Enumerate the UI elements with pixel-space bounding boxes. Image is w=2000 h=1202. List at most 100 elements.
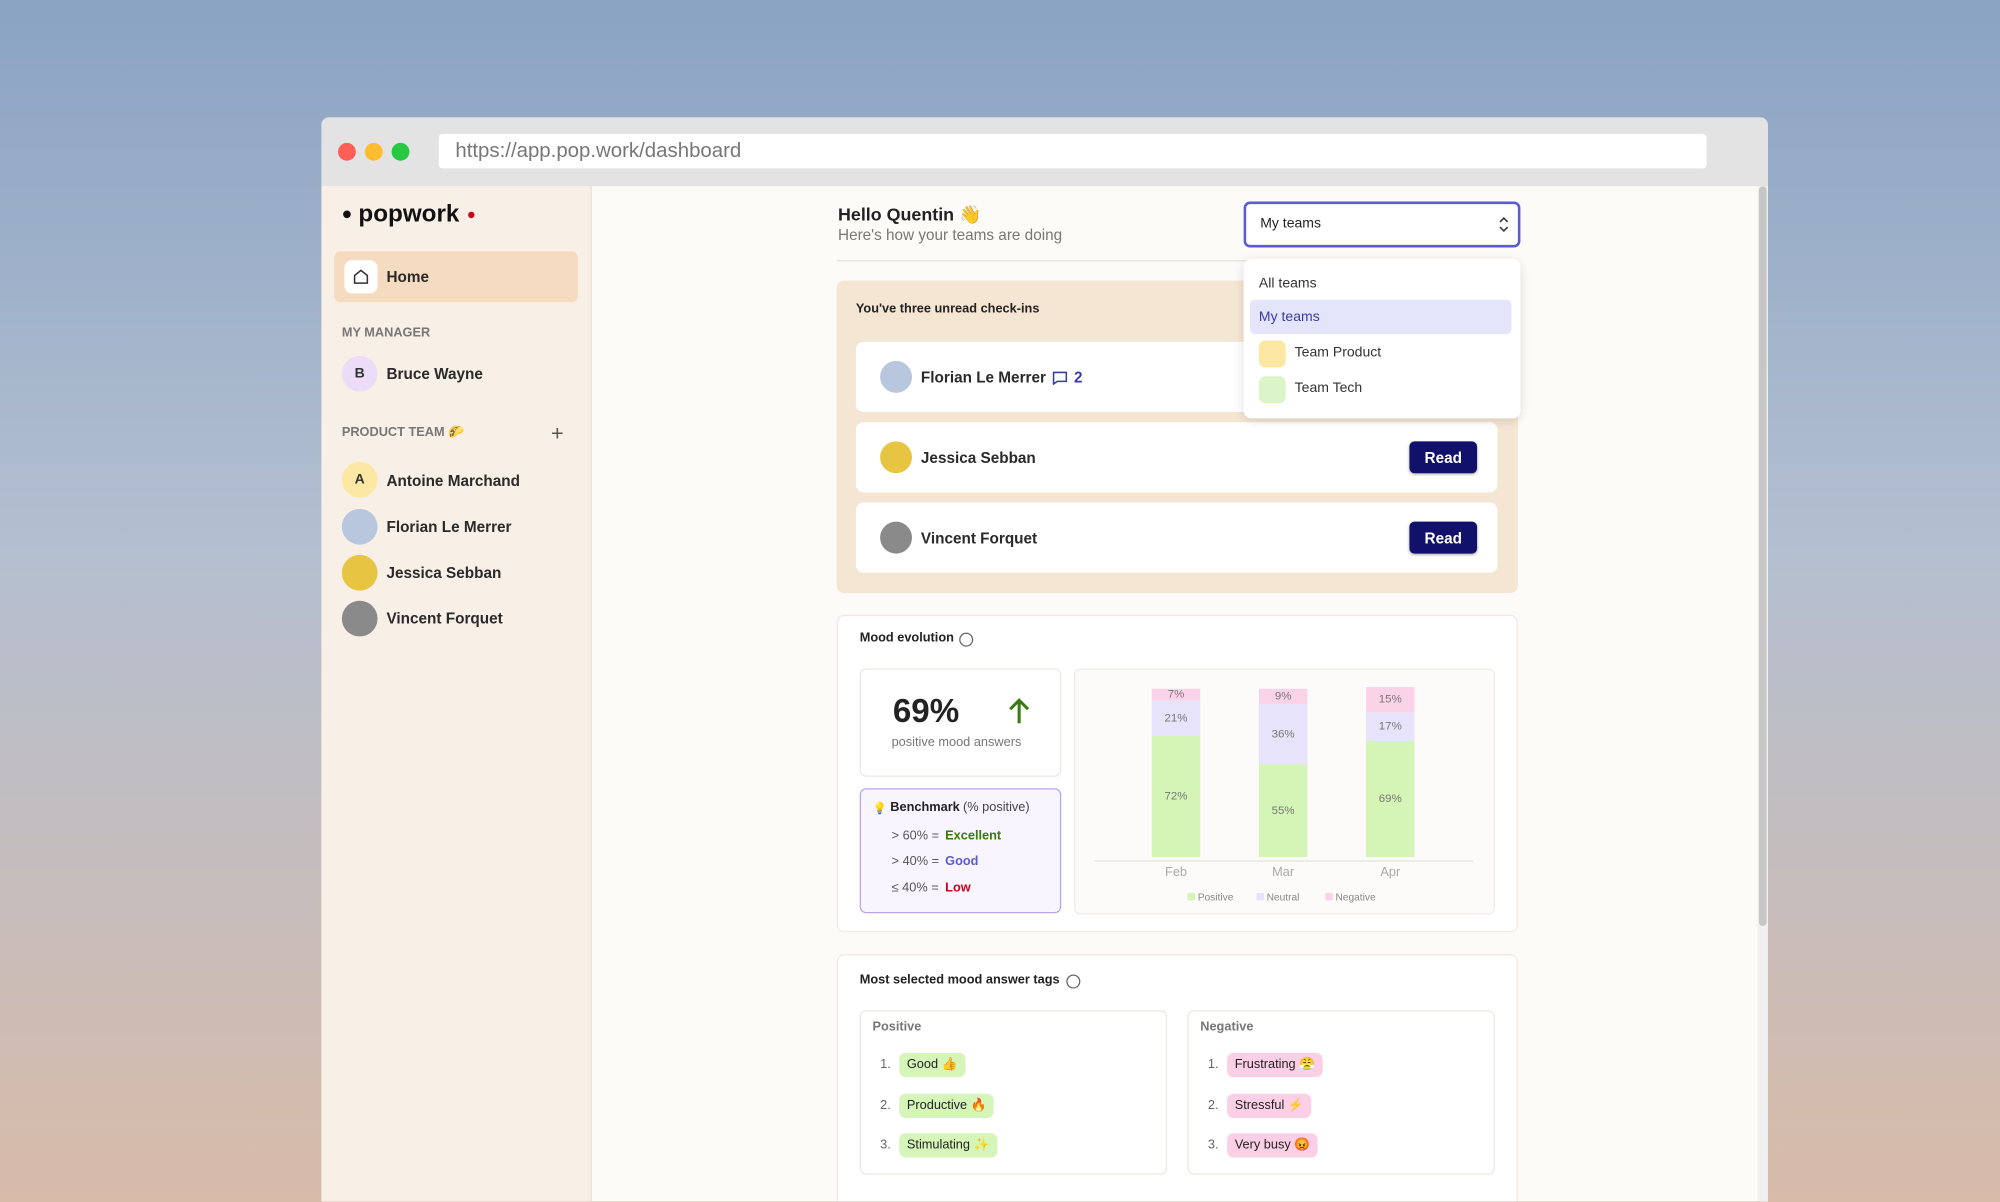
legend-label: Positive [1198,893,1234,904]
url-bar[interactable] [438,133,1707,169]
avatar-photo [880,441,912,474]
mood-chart: Feb 72% 21% 7% Mar 55% 36% 9% Apr 69% 17% 15% Positi… [1094,687,1474,904]
checkin-card[interactable] [855,502,1498,573]
bulb-icon: 💡 [872,801,887,815]
tag-pill: Frustrating 😤 [1227,1052,1323,1078]
read-button[interactable]: Read [1409,441,1478,474]
value-label: 17% [1379,721,1402,733]
benchmark-title: Benchmark [890,801,960,816]
minimize-button[interactable] [364,142,383,161]
legend-label: Negative [1335,893,1376,904]
avatar-photo [880,521,912,554]
home-glyph [353,269,369,284]
tag-pill: Productive 🔥 [899,1093,995,1118]
avatar: B [341,355,378,392]
url: https://app.pop.work/dashboard [455,140,742,162]
tag-box [1187,1010,1495,1175]
comment-count: 2 [1073,368,1083,387]
value-label: 15% [1379,694,1402,706]
subtitle: Here's how your teams are doing [838,225,1063,244]
tags-title: Most selected mood answer tags [859,973,1060,988]
bar-segment [1366,687,1415,713]
manager-name[interactable]: Bruce Wayne [386,364,483,383]
team-icon [1258,376,1286,404]
maximize-button[interactable] [391,142,410,161]
option-highlight[interactable] [1249,299,1512,335]
help-icon[interactable] [959,632,974,647]
close-button[interactable] [338,142,356,161]
tag-pill: Good 👍 [899,1052,966,1078]
avatar-photo [880,360,912,393]
x-tick-label: Mar [1272,864,1295,879]
avatar: A [341,461,378,498]
legend-swatch [1325,892,1333,901]
read-button[interactable]: Read [1409,521,1478,554]
bar-segment [1151,700,1201,736]
option[interactable]: Team Tech [1294,380,1363,397]
logo[interactable]: popwork [358,200,460,228]
home-icon [344,260,378,294]
value-label: 55% [1272,805,1295,817]
tag-box [859,1010,1168,1175]
option[interactable]: Team Product [1294,345,1382,361]
legend-swatch [1187,892,1196,901]
trend-arrow [1009,698,1030,724]
benchmark-level: Excellent [945,829,1002,844]
value-label: 9% [1275,690,1292,702]
checkins-title: You've three unread check-ins [855,302,1040,317]
section-heading: MY MANAGER [341,326,431,341]
member-name[interactable]: Vincent Forquet [386,609,503,628]
mood-title: Mood evolution [859,631,954,646]
help-icon[interactable] [1066,974,1081,989]
divider [836,260,1518,262]
option[interactable]: My teams [1258,309,1320,325]
option[interactable]: All teams [1258,276,1317,292]
avatar-photo [341,508,378,545]
avatar-photo [341,600,378,637]
tag-rank: 3. [880,1138,891,1153]
logo-dot [343,210,351,219]
add-button[interactable]: + [551,421,564,446]
benchmark-rule: > 40% = [891,854,940,869]
member-name[interactable]: Antoine Marchand [386,471,520,490]
tag-heading: Negative [1200,1020,1254,1035]
value-label: 72% [1165,791,1188,803]
tag-rank: 3. [1207,1138,1219,1153]
benchmark-note: (% positive) [963,801,1030,816]
bar-segment [1258,764,1308,858]
team-select[interactable] [1243,201,1521,248]
value-label: 21% [1165,712,1188,724]
scrollbar-thumb[interactable] [1758,186,1767,927]
benchmark-rule: > 60% = [891,829,940,844]
member-name[interactable]: Jessica Sebban [386,563,502,582]
sidebar [321,186,592,1202]
bar-segment [1366,712,1415,741]
bar-segment [1366,740,1415,858]
notification-dot [468,211,475,219]
home-label: Home [386,267,430,286]
team-icon [1258,340,1286,368]
tag-rank: 1. [1207,1058,1219,1073]
bar-segment [1151,735,1201,858]
value-label: 36% [1272,728,1295,740]
member-name[interactable]: Florian Le Merrer [386,517,512,536]
checkin-card[interactable] [855,422,1498,493]
avatar-photo [341,554,378,591]
checkin-name: Jessica Sebban [920,448,1036,467]
tag-rank: 2. [880,1098,891,1113]
x-tick-label: Feb [1165,864,1187,879]
checkin-name: Vincent Forquet [920,529,1038,548]
x-tick-label: Apr [1380,864,1401,879]
headline-label: positive mood answers [891,735,1022,750]
tag-pill: Stimulating ✨ [899,1133,998,1158]
select-value: My teams [1260,216,1322,232]
greeting: Hello Quentin 👋 [838,204,982,225]
bar-segment [1151,688,1201,701]
value-label: 7% [1168,689,1185,701]
headline: 69% [892,691,960,730]
comment-icon [1052,371,1068,386]
legend-swatch [1256,892,1265,901]
legend-label: Neutral [1267,893,1300,904]
value-label: 69% [1379,793,1402,805]
bar-segment [1258,688,1308,704]
